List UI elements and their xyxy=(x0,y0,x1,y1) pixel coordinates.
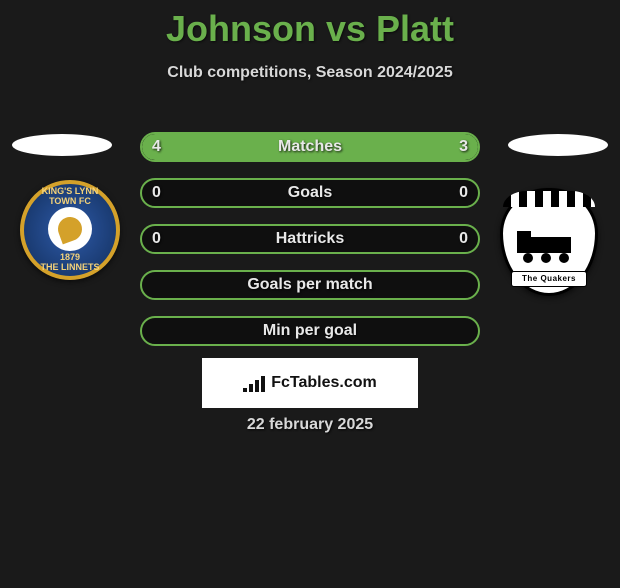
brand-text: FcTables.com xyxy=(271,374,377,392)
stat-bar: Min per goal xyxy=(140,316,480,346)
stat-label: Matches xyxy=(142,134,478,160)
locomotive-icon xyxy=(517,231,587,261)
stat-bar: 43Matches xyxy=(140,132,480,162)
stripes-icon xyxy=(503,191,595,207)
stat-label: Goals xyxy=(142,180,478,206)
stat-bar: Goals per match xyxy=(140,270,480,300)
page-title: Johnson vs Platt xyxy=(0,8,620,50)
brand-box: FcTables.com xyxy=(202,358,418,408)
page-subtitle: Club competitions, Season 2024/2025 xyxy=(0,64,620,82)
stat-bar: 00Goals xyxy=(140,178,480,208)
club-crest-right: The Quakers xyxy=(500,188,598,296)
date-text: 22 february 2025 xyxy=(0,416,620,434)
stat-label: Goals per match xyxy=(142,272,478,298)
crest-right-bottom-text: The Quakers xyxy=(511,271,587,287)
crest-left-top-text: KING'S LYNN TOWN FC xyxy=(28,187,112,207)
crest-left-bottom-text: THE LINNETS xyxy=(28,263,112,273)
bar-chart-icon xyxy=(243,374,265,392)
stats-block: 43Matches 00Goals 00Hattricks Goals per mat… xyxy=(140,132,480,362)
stat-bar: 00Hattricks xyxy=(140,224,480,254)
bird-icon xyxy=(48,207,92,251)
stat-label: Hattricks xyxy=(142,226,478,252)
shadow-ellipse-right xyxy=(508,134,608,156)
shadow-ellipse-left xyxy=(12,134,112,156)
club-crest-left: KING'S LYNN TOWN FC 1879 THE LINNETS xyxy=(20,180,120,280)
stat-label: Min per goal xyxy=(142,318,478,344)
